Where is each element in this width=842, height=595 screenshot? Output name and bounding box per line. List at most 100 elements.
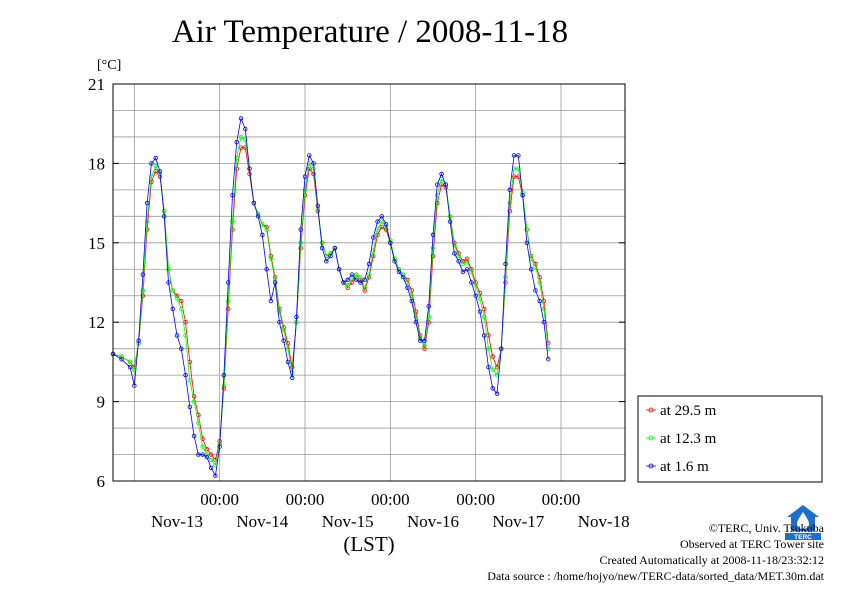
data-point <box>503 261 508 267</box>
data-point <box>119 357 124 362</box>
data-point <box>132 383 137 388</box>
y-tick-label: 18 <box>88 154 105 173</box>
data-point <box>494 391 500 396</box>
data-point <box>332 245 338 251</box>
series-1 <box>110 134 551 468</box>
data-point <box>362 285 367 290</box>
y-tick-label: 6 <box>97 472 106 491</box>
data-point <box>213 457 218 463</box>
series-2 <box>110 116 551 478</box>
data-point <box>456 253 461 259</box>
data-point <box>328 253 333 259</box>
data-point <box>546 357 551 362</box>
data-point <box>375 219 380 224</box>
data-point <box>503 275 508 280</box>
data-point <box>298 227 303 232</box>
data-point <box>490 354 495 359</box>
data-point <box>127 364 133 370</box>
data-point <box>482 333 487 338</box>
data-point <box>277 320 282 325</box>
data-point <box>371 235 376 240</box>
data-point <box>208 465 214 470</box>
data-point <box>272 277 278 283</box>
data-point <box>234 155 239 161</box>
data-point <box>490 367 495 373</box>
data-point <box>311 161 316 166</box>
data-point <box>520 192 525 198</box>
data-point <box>362 277 367 283</box>
data-point <box>243 126 248 132</box>
data-point <box>511 153 517 158</box>
data-point <box>204 452 210 457</box>
x-tick-time: 00:00 <box>542 490 581 509</box>
data-point <box>174 333 180 338</box>
series-line <box>112 147 549 461</box>
data-point <box>247 166 252 171</box>
data-point <box>396 269 402 275</box>
data-point <box>477 296 483 301</box>
data-point <box>456 259 461 264</box>
data-point <box>272 280 278 285</box>
svg-text:TERC: TERC <box>794 534 812 541</box>
data-point <box>281 338 286 343</box>
data-point <box>294 314 299 320</box>
data-point <box>528 267 534 272</box>
data-point <box>383 222 389 227</box>
data-point <box>460 261 466 267</box>
data-point <box>191 394 197 399</box>
data-point <box>238 116 244 121</box>
data-point <box>541 306 547 312</box>
data-point <box>238 134 244 140</box>
series-line <box>112 116 549 477</box>
data-point <box>379 214 384 219</box>
data-point <box>464 267 470 272</box>
data-point <box>204 447 210 452</box>
data-point <box>285 341 291 346</box>
data-point <box>516 153 521 158</box>
data-point <box>243 137 248 142</box>
footer-observed: Observed at TERC Tower site <box>679 537 824 551</box>
data-point <box>324 259 329 264</box>
data-point <box>187 378 192 383</box>
data-point <box>460 269 466 275</box>
x-tick-time: 00:00 <box>200 490 239 509</box>
data-point <box>418 338 423 343</box>
data-point <box>251 200 256 206</box>
data-point <box>413 314 419 320</box>
data-point <box>285 346 291 351</box>
legend-swatch-marker <box>648 463 654 469</box>
data-point <box>452 251 457 256</box>
data-point <box>379 224 384 230</box>
data-point <box>499 346 504 351</box>
data-point <box>452 243 457 248</box>
data-point <box>204 454 210 460</box>
data-point <box>473 293 478 298</box>
plot-frame <box>112 83 626 482</box>
data-point <box>541 298 547 304</box>
data-point <box>230 219 235 224</box>
data-point <box>157 169 163 174</box>
data-point <box>307 166 312 171</box>
legend-box <box>637 395 823 483</box>
data-point <box>422 343 427 349</box>
x-axis-label: (LST) <box>343 532 394 556</box>
data-point <box>345 277 350 283</box>
data-point <box>264 227 269 232</box>
data-point <box>153 163 158 169</box>
data-point <box>179 298 184 304</box>
data-point <box>290 375 295 380</box>
y-tick-label: 12 <box>88 313 105 332</box>
data-point <box>516 166 521 171</box>
data-point <box>486 346 491 351</box>
data-point <box>127 359 133 365</box>
data-point <box>307 153 312 158</box>
data-point <box>183 333 188 338</box>
data-point <box>400 275 406 280</box>
data-point <box>537 298 542 304</box>
data-point <box>345 285 350 290</box>
data-point <box>469 269 474 275</box>
data-point <box>507 187 512 193</box>
data-point <box>366 272 372 277</box>
data-point <box>200 444 205 449</box>
